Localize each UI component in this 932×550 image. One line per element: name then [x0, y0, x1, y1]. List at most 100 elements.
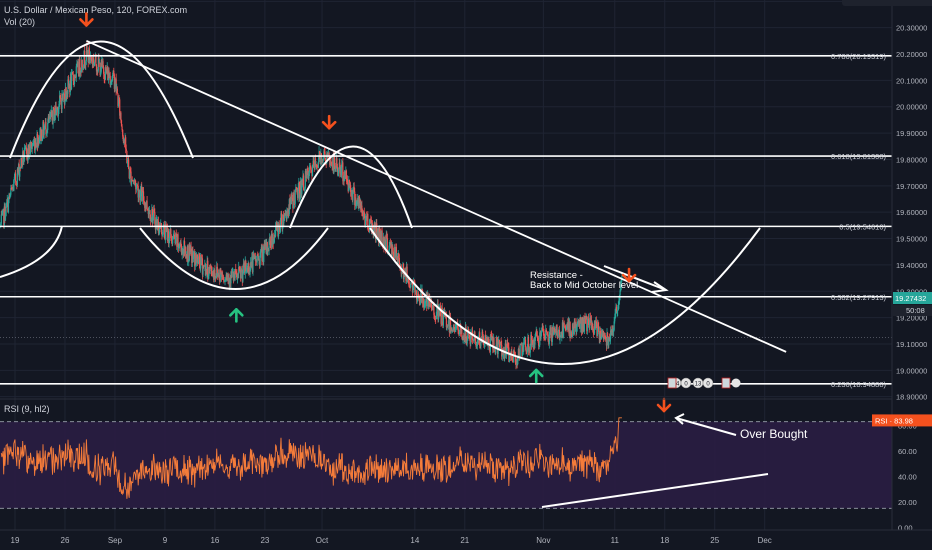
candle-body	[225, 279, 227, 282]
candle	[282, 211, 284, 227]
toolbar-strip[interactable]	[842, 0, 932, 6]
candle-body	[424, 303, 426, 306]
candle-body	[73, 75, 76, 84]
candle-body	[426, 294, 428, 307]
candle-body	[500, 341, 502, 346]
candle	[604, 332, 606, 342]
candle	[0, 210, 2, 227]
candle-body	[82, 66, 85, 70]
candle-body	[504, 354, 506, 358]
candle-body	[414, 289, 417, 293]
overbought-pointer	[675, 417, 737, 436]
candle-body	[79, 70, 82, 75]
event-flag-icon	[667, 377, 677, 389]
top-arc-left	[9, 40, 194, 159]
candle-body	[61, 93, 63, 110]
candle-body	[150, 218, 152, 221]
candle-body	[283, 220, 285, 223]
candle-body	[517, 358, 519, 364]
candle	[52, 107, 54, 129]
candle-body	[458, 332, 461, 334]
candle-body	[50, 112, 52, 118]
candle-body	[310, 165, 312, 170]
candle-body	[249, 267, 251, 275]
candle	[338, 167, 340, 177]
candle-body	[433, 305, 435, 315]
candle	[569, 321, 571, 342]
candle-body	[48, 116, 51, 120]
candle	[535, 331, 537, 341]
candle	[103, 71, 105, 84]
candle	[138, 188, 140, 203]
candle	[316, 164, 318, 170]
candle	[54, 114, 56, 123]
candle-body	[607, 333, 609, 337]
candle-body	[304, 187, 306, 191]
candle-body	[294, 190, 296, 204]
candle-body	[370, 219, 372, 220]
candle-body	[423, 305, 425, 308]
candle	[483, 338, 485, 348]
candle-body	[324, 158, 327, 163]
candle	[72, 71, 74, 75]
candle-body	[169, 231, 171, 238]
candle	[23, 143, 26, 162]
candle-body	[45, 133, 48, 135]
candle-body	[407, 278, 409, 282]
candle	[389, 238, 392, 249]
candle	[426, 290, 428, 309]
flag-body	[721, 377, 731, 389]
candle-body	[335, 168, 337, 170]
candle-body	[476, 341, 478, 347]
candle	[545, 324, 547, 340]
candle	[475, 341, 477, 349]
candle-body	[349, 185, 352, 192]
candle-body	[263, 250, 265, 262]
candle	[523, 337, 525, 355]
candle-body	[438, 309, 440, 320]
candle-body	[253, 253, 255, 258]
candle-body	[122, 136, 124, 142]
candle-body	[120, 120, 123, 127]
candle	[63, 88, 65, 109]
candle	[141, 186, 143, 205]
candle-body	[453, 324, 455, 329]
candle-body	[364, 218, 367, 226]
candle	[545, 328, 547, 333]
candle-body	[374, 222, 376, 236]
trendline	[86, 40, 787, 353]
candle-body	[336, 166, 339, 173]
candle-body	[31, 145, 33, 149]
candle-body	[162, 226, 164, 235]
candle	[132, 180, 134, 181]
candle-body	[257, 255, 259, 257]
candle-body	[183, 241, 186, 254]
candle-body	[13, 180, 15, 191]
rsi-tick-label: 40.00	[898, 472, 917, 481]
candle-body	[16, 169, 18, 186]
time-tick-label: Nov	[536, 536, 550, 545]
arrow-up-icon	[229, 308, 244, 323]
badge-text: 13	[695, 382, 702, 388]
candle	[454, 324, 456, 332]
candle	[249, 266, 251, 278]
candle-body	[234, 268, 236, 279]
candle	[187, 243, 189, 263]
candle	[85, 59, 87, 71]
candle-body	[496, 337, 498, 343]
candle-body	[368, 229, 370, 231]
candle	[5, 202, 7, 217]
candle-body	[536, 335, 539, 338]
candle-body	[84, 50, 86, 65]
candle	[525, 346, 527, 355]
candle-body	[435, 315, 437, 319]
candle-body	[41, 138, 43, 141]
candle-body	[334, 165, 336, 169]
candle-body	[110, 80, 112, 83]
candle	[95, 63, 98, 76]
rsi-tag-bg	[872, 414, 932, 427]
candle-body	[589, 317, 591, 329]
candle-body	[600, 337, 602, 340]
